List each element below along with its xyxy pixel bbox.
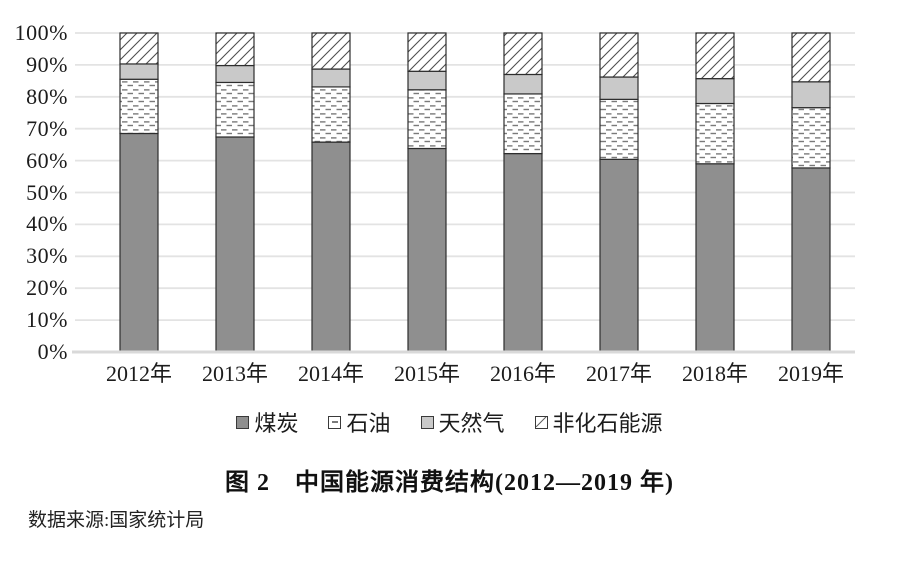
bar-segment bbox=[503, 152, 543, 353]
bar-segment bbox=[407, 89, 447, 150]
data-source-note: 数据来源:国家统计局 bbox=[28, 510, 205, 531]
oil-swatch-icon bbox=[328, 415, 342, 429]
y-axis-tick: 0% bbox=[37, 339, 68, 364]
natural-gas-swatch-icon bbox=[420, 415, 434, 429]
bar-segment bbox=[407, 147, 447, 353]
chart-legend: 煤炭 石油 天然气 非化石能源 bbox=[0, 406, 899, 438]
bar-segment bbox=[503, 73, 543, 95]
bar-segment bbox=[695, 163, 735, 353]
bar-segment bbox=[695, 78, 735, 105]
bar-segment bbox=[311, 68, 351, 88]
bar-segment bbox=[695, 102, 735, 165]
x-axis-label: 2015年 bbox=[393, 361, 460, 386]
bars bbox=[119, 32, 831, 353]
bar-segment bbox=[599, 98, 639, 160]
bar-segment bbox=[503, 32, 543, 76]
legend-label: 石油 bbox=[346, 411, 391, 436]
bar-segment bbox=[407, 32, 447, 72]
x-axis-label: 2018年 bbox=[681, 361, 748, 386]
legend-label: 非化石能源 bbox=[552, 411, 663, 436]
y-axis-tick: 50% bbox=[26, 180, 68, 205]
legend-label: 天然气 bbox=[438, 411, 505, 436]
bar-segment bbox=[119, 63, 159, 80]
bar-segment bbox=[215, 32, 255, 67]
bar-segment bbox=[791, 32, 831, 83]
bar-segment bbox=[311, 32, 351, 70]
bar-segment bbox=[215, 136, 255, 353]
gridlines bbox=[75, 32, 855, 322]
y-axis-tick: 90% bbox=[26, 52, 68, 77]
bar-segment bbox=[599, 32, 639, 78]
bar-segment bbox=[119, 32, 159, 65]
bar-segment bbox=[791, 81, 831, 109]
bar-segment bbox=[215, 64, 255, 84]
legend-item-gas: 天然气 bbox=[420, 406, 505, 438]
stacked-bar-chart-canvas bbox=[72, 32, 855, 354]
bar-segment bbox=[119, 132, 159, 353]
bar-segment bbox=[791, 167, 831, 353]
bar-segment bbox=[695, 32, 735, 80]
x-axis-label: 2017年 bbox=[585, 361, 652, 386]
bar-segment bbox=[311, 86, 351, 143]
bar-segment bbox=[215, 81, 255, 138]
y-axis-tick: 60% bbox=[26, 148, 68, 173]
legend-item-coal: 煤炭 bbox=[236, 406, 298, 438]
x-axis-label: 2013年 bbox=[201, 361, 268, 386]
bar-segment bbox=[311, 141, 351, 353]
bar-segment bbox=[119, 78, 159, 135]
non-fossil-swatch-icon bbox=[534, 415, 548, 429]
y-axis-tick: 40% bbox=[26, 211, 68, 236]
bar-segment bbox=[599, 76, 639, 100]
figure-title: 图 2 中国能源消费结构(2012—2019 年) bbox=[225, 470, 674, 496]
y-axis-tick: 20% bbox=[26, 275, 68, 300]
bar-segment bbox=[791, 107, 831, 169]
y-axis-tick: 70% bbox=[26, 116, 68, 141]
x-axis-label: 2019年 bbox=[777, 361, 844, 386]
x-axis-label: 2016年 bbox=[489, 361, 556, 386]
x-axis-label: 2012年 bbox=[105, 361, 172, 386]
y-axis-tick: 80% bbox=[26, 84, 68, 109]
coal-swatch-icon bbox=[236, 415, 250, 429]
y-axis-tick: 100% bbox=[14, 20, 68, 45]
bar-segment bbox=[407, 70, 447, 91]
legend-item-oil: 石油 bbox=[328, 406, 391, 438]
y-axis-tick: 10% bbox=[26, 307, 68, 332]
bar-segment bbox=[503, 93, 543, 155]
legend-label: 煤炭 bbox=[254, 411, 299, 436]
x-axis-label: 2014年 bbox=[297, 361, 364, 386]
legend-item-nonfossil: 非化石能源 bbox=[534, 406, 663, 438]
bar-segment bbox=[599, 158, 639, 353]
y-axis-tick: 30% bbox=[26, 243, 68, 268]
